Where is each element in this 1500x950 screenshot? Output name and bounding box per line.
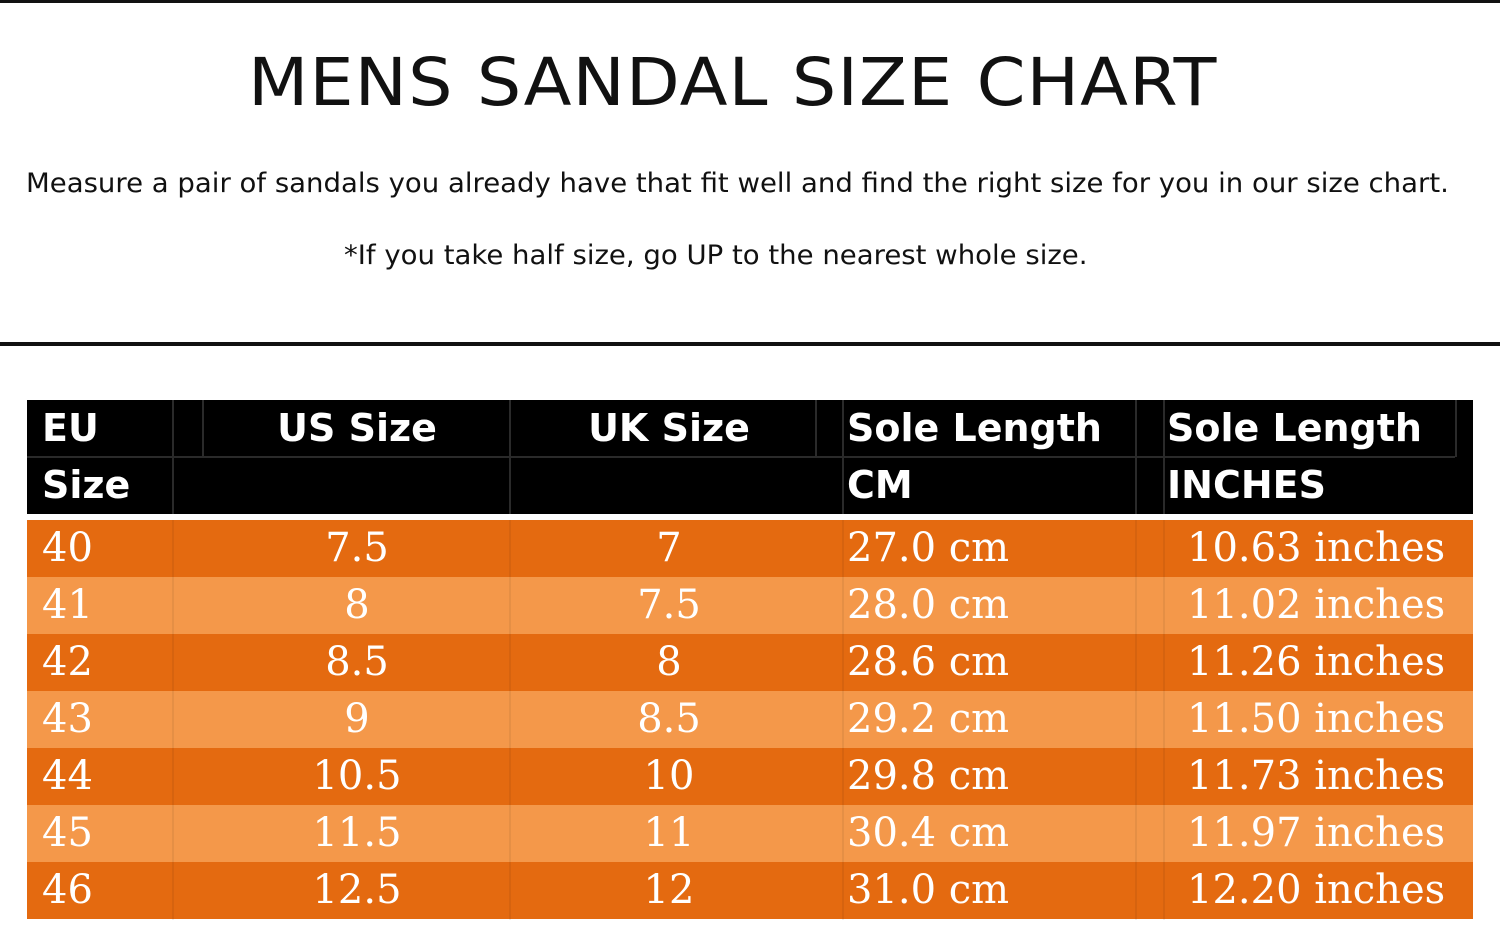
half-size-note: *If you take half size, go UP to the nea… xyxy=(344,240,1088,271)
cell-uk: 7.5 xyxy=(637,582,701,628)
column-separator xyxy=(172,520,174,920)
cell-uk: 8 xyxy=(656,639,682,685)
table-row: 43 9 8.5 29.2 cm 11.50 inches xyxy=(27,691,1473,748)
cell-uk: 8.5 xyxy=(637,696,701,742)
section-divider xyxy=(0,342,1500,346)
page-title: MENS SANDAL SIZE CHART xyxy=(248,44,1218,121)
cell-cm: 30.4 cm xyxy=(847,810,1010,856)
column-separator xyxy=(842,520,844,920)
table-header: EU Size US Size UK Size Sole Length CM S… xyxy=(27,400,1473,514)
cell-eu: 41 xyxy=(42,582,93,628)
header-sole-cm-line1: Sole Length xyxy=(847,406,1102,450)
cell-uk: 12 xyxy=(643,867,695,913)
cell-us: 12.5 xyxy=(312,867,402,913)
cell-inches: 11.26 inches xyxy=(1187,639,1446,685)
table-row: 44 10.5 10 29.8 cm 11.73 inches xyxy=(27,748,1473,805)
cell-eu: 45 xyxy=(42,810,93,856)
cell-us: 7.5 xyxy=(325,525,389,571)
cell-uk: 10 xyxy=(643,753,695,799)
column-separator xyxy=(1163,520,1165,920)
cell-us: 11.5 xyxy=(312,810,402,856)
column-separator xyxy=(1135,520,1137,920)
header-separator xyxy=(1455,400,1457,457)
cell-us: 8.5 xyxy=(325,639,389,685)
cell-inches: 11.02 inches xyxy=(1187,582,1446,628)
column-separator xyxy=(509,520,511,920)
cell-cm: 31.0 cm xyxy=(847,867,1010,913)
cell-uk: 7 xyxy=(656,525,682,571)
cell-eu: 44 xyxy=(42,753,93,799)
cell-inches: 11.97 inches xyxy=(1187,810,1446,856)
cell-eu: 40 xyxy=(42,525,93,571)
table-row: 42 8.5 8 28.6 cm 11.26 inches xyxy=(27,634,1473,691)
instructions-text: Measure a pair of sandals you already ha… xyxy=(26,168,1449,199)
cell-eu: 43 xyxy=(42,696,93,742)
header-sole-cm-line2: CM xyxy=(847,463,913,507)
cell-us: 10.5 xyxy=(312,753,402,799)
cell-inches: 11.50 inches xyxy=(1187,696,1446,742)
cell-cm: 29.8 cm xyxy=(847,753,1010,799)
size-chart-table: EU Size US Size UK Size Sole Length CM S… xyxy=(27,400,1473,920)
header-eu-line1: EU xyxy=(42,406,99,450)
cell-cm: 28.0 cm xyxy=(847,582,1010,628)
cell-cm: 28.6 cm xyxy=(847,639,1010,685)
cell-us: 8 xyxy=(344,582,370,628)
header-uk-size: UK Size xyxy=(588,406,750,450)
top-divider xyxy=(0,0,1500,3)
cell-us: 9 xyxy=(344,696,370,742)
cell-inches: 11.73 inches xyxy=(1187,753,1446,799)
cell-cm: 29.2 cm xyxy=(847,696,1010,742)
header-separator xyxy=(202,400,204,457)
cell-inches: 10.63 inches xyxy=(1187,525,1446,571)
header-gap xyxy=(27,514,1473,520)
table-row: 46 12.5 12 31.0 cm 12.20 inches xyxy=(27,862,1473,919)
cell-inches: 12.20 inches xyxy=(1187,867,1446,913)
header-us-size: US Size xyxy=(277,406,437,450)
table-row: 40 7.5 7 27.0 cm 10.63 inches xyxy=(27,520,1473,577)
cell-uk: 11 xyxy=(643,810,695,856)
cell-cm: 27.0 cm xyxy=(847,525,1010,571)
header-sole-inches-line1: Sole Length xyxy=(1167,406,1422,450)
header-row-separator xyxy=(27,456,1455,458)
cell-eu: 46 xyxy=(42,867,93,913)
header-sole-inches-line2: INCHES xyxy=(1167,463,1326,507)
table-row: 41 8 7.5 28.0 cm 11.02 inches xyxy=(27,577,1473,634)
header-separator xyxy=(815,400,817,457)
cell-eu: 42 xyxy=(42,639,93,685)
table-row: 45 11.5 11 30.4 cm 11.97 inches xyxy=(27,805,1473,862)
header-eu-line2: Size xyxy=(42,463,131,507)
